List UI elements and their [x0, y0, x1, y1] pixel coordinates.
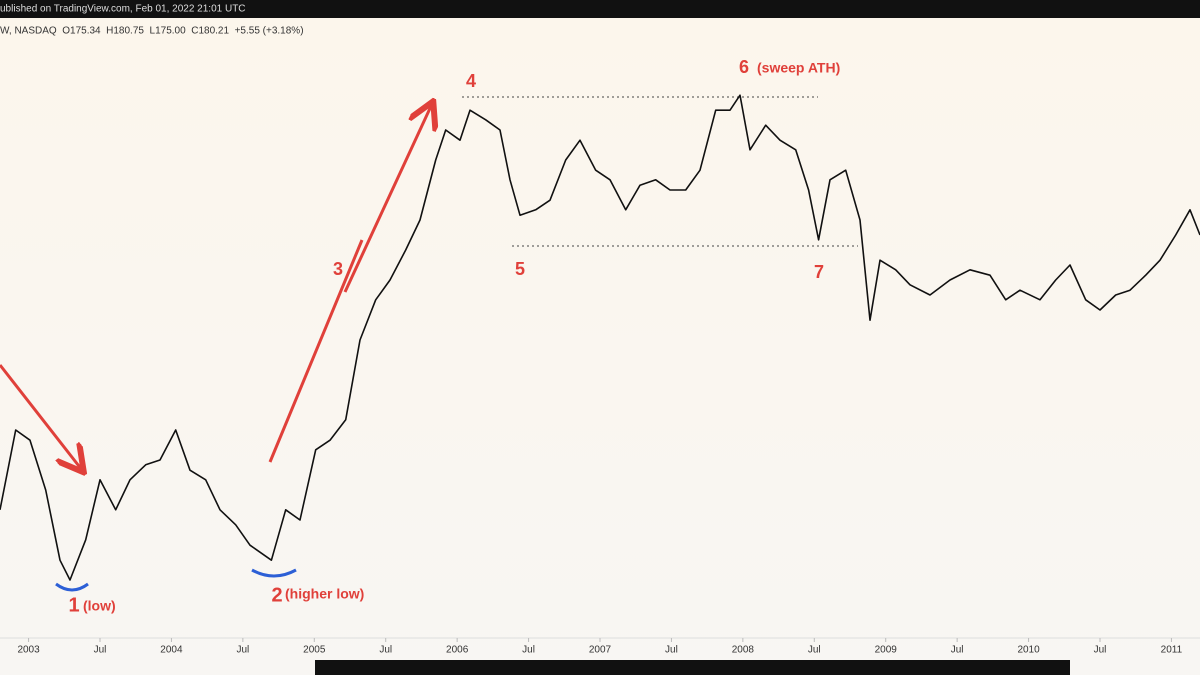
x-tick-label: 2011	[1161, 645, 1183, 656]
x-tick-label: Jul	[379, 645, 392, 656]
price-line	[0, 94, 1200, 581]
annotation: 2	[271, 584, 282, 606]
x-tick-label: Jul	[94, 645, 107, 656]
annotation: 1	[68, 594, 79, 616]
annotation: (higher low)	[285, 586, 364, 602]
symbol-info: W, NASDAQ O175.34 H180.75 L175.00 C180.2…	[0, 26, 304, 37]
arrow	[268, 239, 364, 463]
annotation: (sweep ATH)	[757, 60, 840, 76]
x-tick-label: Jul	[951, 645, 964, 656]
x-tick-label: 2006	[446, 645, 469, 656]
x-tick-label: Jul	[808, 645, 821, 656]
annotation: 7	[814, 262, 824, 282]
x-tick-label: 2010	[1017, 645, 1040, 656]
annotation: 3	[333, 259, 343, 279]
annotation: 4	[466, 71, 476, 91]
annotation: (low)	[83, 598, 116, 614]
x-tick-label: Jul	[522, 645, 535, 656]
x-tick-label: 2008	[732, 645, 755, 656]
annotation: 6	[739, 57, 749, 77]
x-tick-label: Jul	[236, 645, 249, 656]
x-tick-label: 2007	[589, 645, 612, 656]
low-marker	[55, 582, 89, 592]
top-bar	[0, 0, 1200, 18]
publisher: ublished on TradingView.com, Feb 01, 202…	[0, 4, 246, 15]
arrow	[343, 104, 432, 293]
low-marker	[251, 568, 297, 578]
x-tick-label: Jul	[1094, 645, 1107, 656]
x-tick-label: 2009	[875, 645, 898, 656]
x-tick-label: 2003	[17, 645, 40, 656]
x-tick-label: 2005	[303, 645, 326, 656]
x-tick-label: 2004	[160, 645, 183, 656]
caption-box	[315, 660, 1070, 675]
annotation: 5	[515, 259, 525, 279]
x-tick-label: Jul	[665, 645, 678, 656]
arrow	[0, 364, 82, 470]
